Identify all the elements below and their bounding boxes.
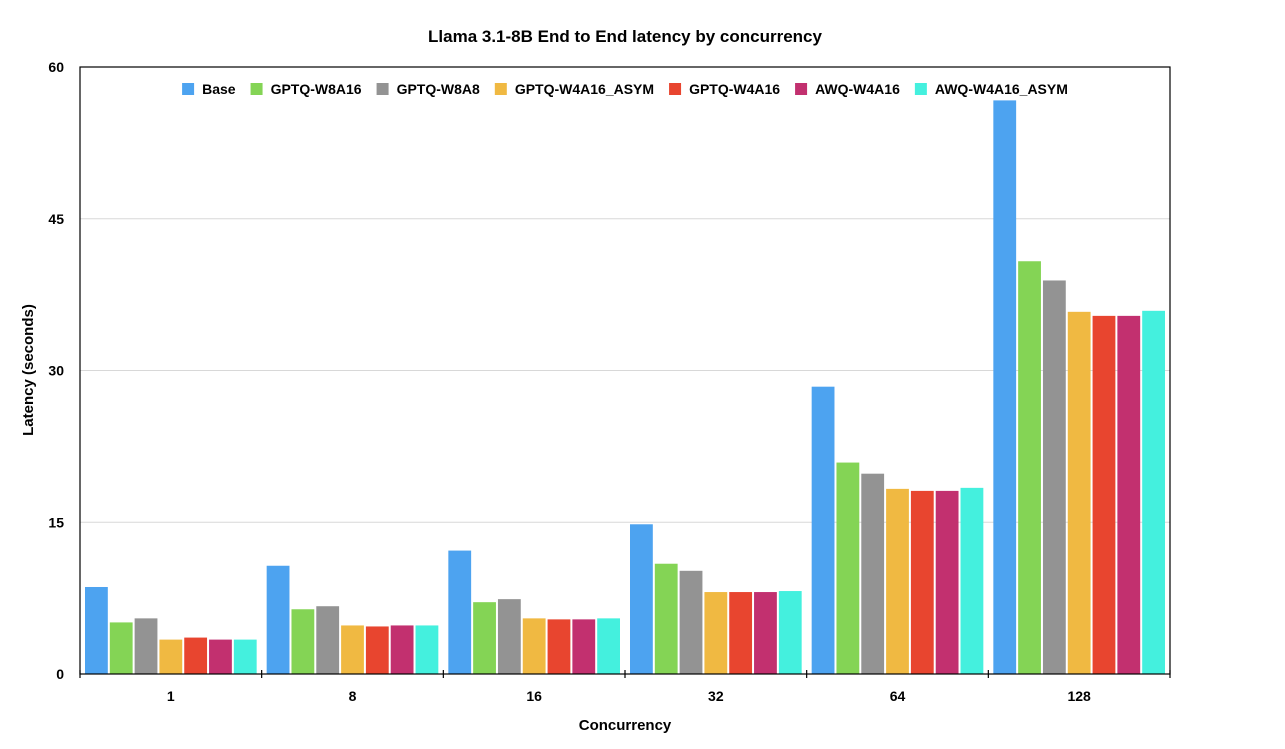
axes: 0 15 30 45 60 1 8 16 32 64 128 [48,59,1171,704]
bar [159,639,183,674]
bar [729,592,753,674]
bar [316,606,340,674]
y-tick-label: 45 [48,211,64,227]
x-tick-label: 1 [167,688,175,704]
bar [630,524,653,674]
bar [415,625,439,674]
bar [886,488,909,674]
bar [448,550,472,674]
legend-label: GPTQ-W4A16_ASYM [515,81,654,97]
x-tick-label: 16 [526,688,542,704]
legend-swatch [182,83,195,95]
bar [836,462,860,674]
bar [935,490,959,674]
y-axis-label: Latency (seconds) [20,304,37,436]
bar [497,599,521,674]
bar [209,639,232,674]
x-tick-label: 64 [890,688,906,704]
legend-swatch [250,83,263,95]
bar [184,637,208,674]
bar [547,619,571,674]
bar [1042,280,1066,674]
bar [572,619,596,674]
y-tick-label: 0 [56,666,64,682]
bar [291,609,315,674]
x-axis-label: Concurrency [579,717,672,734]
bar [390,625,414,674]
legend-swatch [914,83,927,95]
bar [704,592,728,674]
bar [473,602,496,674]
legend-label: GPTQ-W4A16 [689,81,780,97]
bar [910,490,934,674]
bar [861,473,885,674]
bar [522,618,546,674]
bar [993,100,1017,674]
bar [1117,315,1141,674]
chart-title: Llama 3.1-8B End to End latency by concu… [428,27,822,46]
bar [1067,311,1091,674]
bar [109,622,133,674]
bar [134,618,158,674]
y-tick-label: 30 [48,363,64,379]
bar [960,487,984,674]
y-tick-label: 60 [48,59,64,75]
x-tick-label: 32 [708,688,724,704]
legend-label: Base [202,81,236,97]
bar [754,592,777,674]
legend-label: GPTQ-W8A8 [397,81,480,97]
x-tick-label: 128 [1067,688,1091,704]
legend-label: AWQ-W4A16_ASYM [935,81,1068,97]
legend-swatch [669,83,682,95]
bar [597,618,620,674]
bars [85,100,1165,674]
legend-label: GPTQ-W8A16 [271,81,362,97]
bar [365,626,389,674]
bar [811,386,835,674]
bar [233,639,257,674]
bar [778,591,802,674]
bar [85,586,108,674]
bar [1018,261,1041,674]
x-tick-label: 8 [349,688,357,704]
bar [266,565,290,674]
gridlines [80,218,1170,523]
bar [1142,310,1165,674]
bar [654,563,678,674]
legend-label: AWQ-W4A16 [815,81,900,97]
y-tick-label: 15 [48,514,64,530]
bar [679,570,703,674]
legend-swatch [795,83,808,95]
bar [341,625,364,674]
legend-swatch [376,83,389,95]
legend: Base GPTQ-W8A16 GPTQ-W8A8 GPTQ-W4A16_ASYM GP… [182,81,1068,97]
legend-swatch [494,83,507,95]
bar [1092,315,1116,674]
